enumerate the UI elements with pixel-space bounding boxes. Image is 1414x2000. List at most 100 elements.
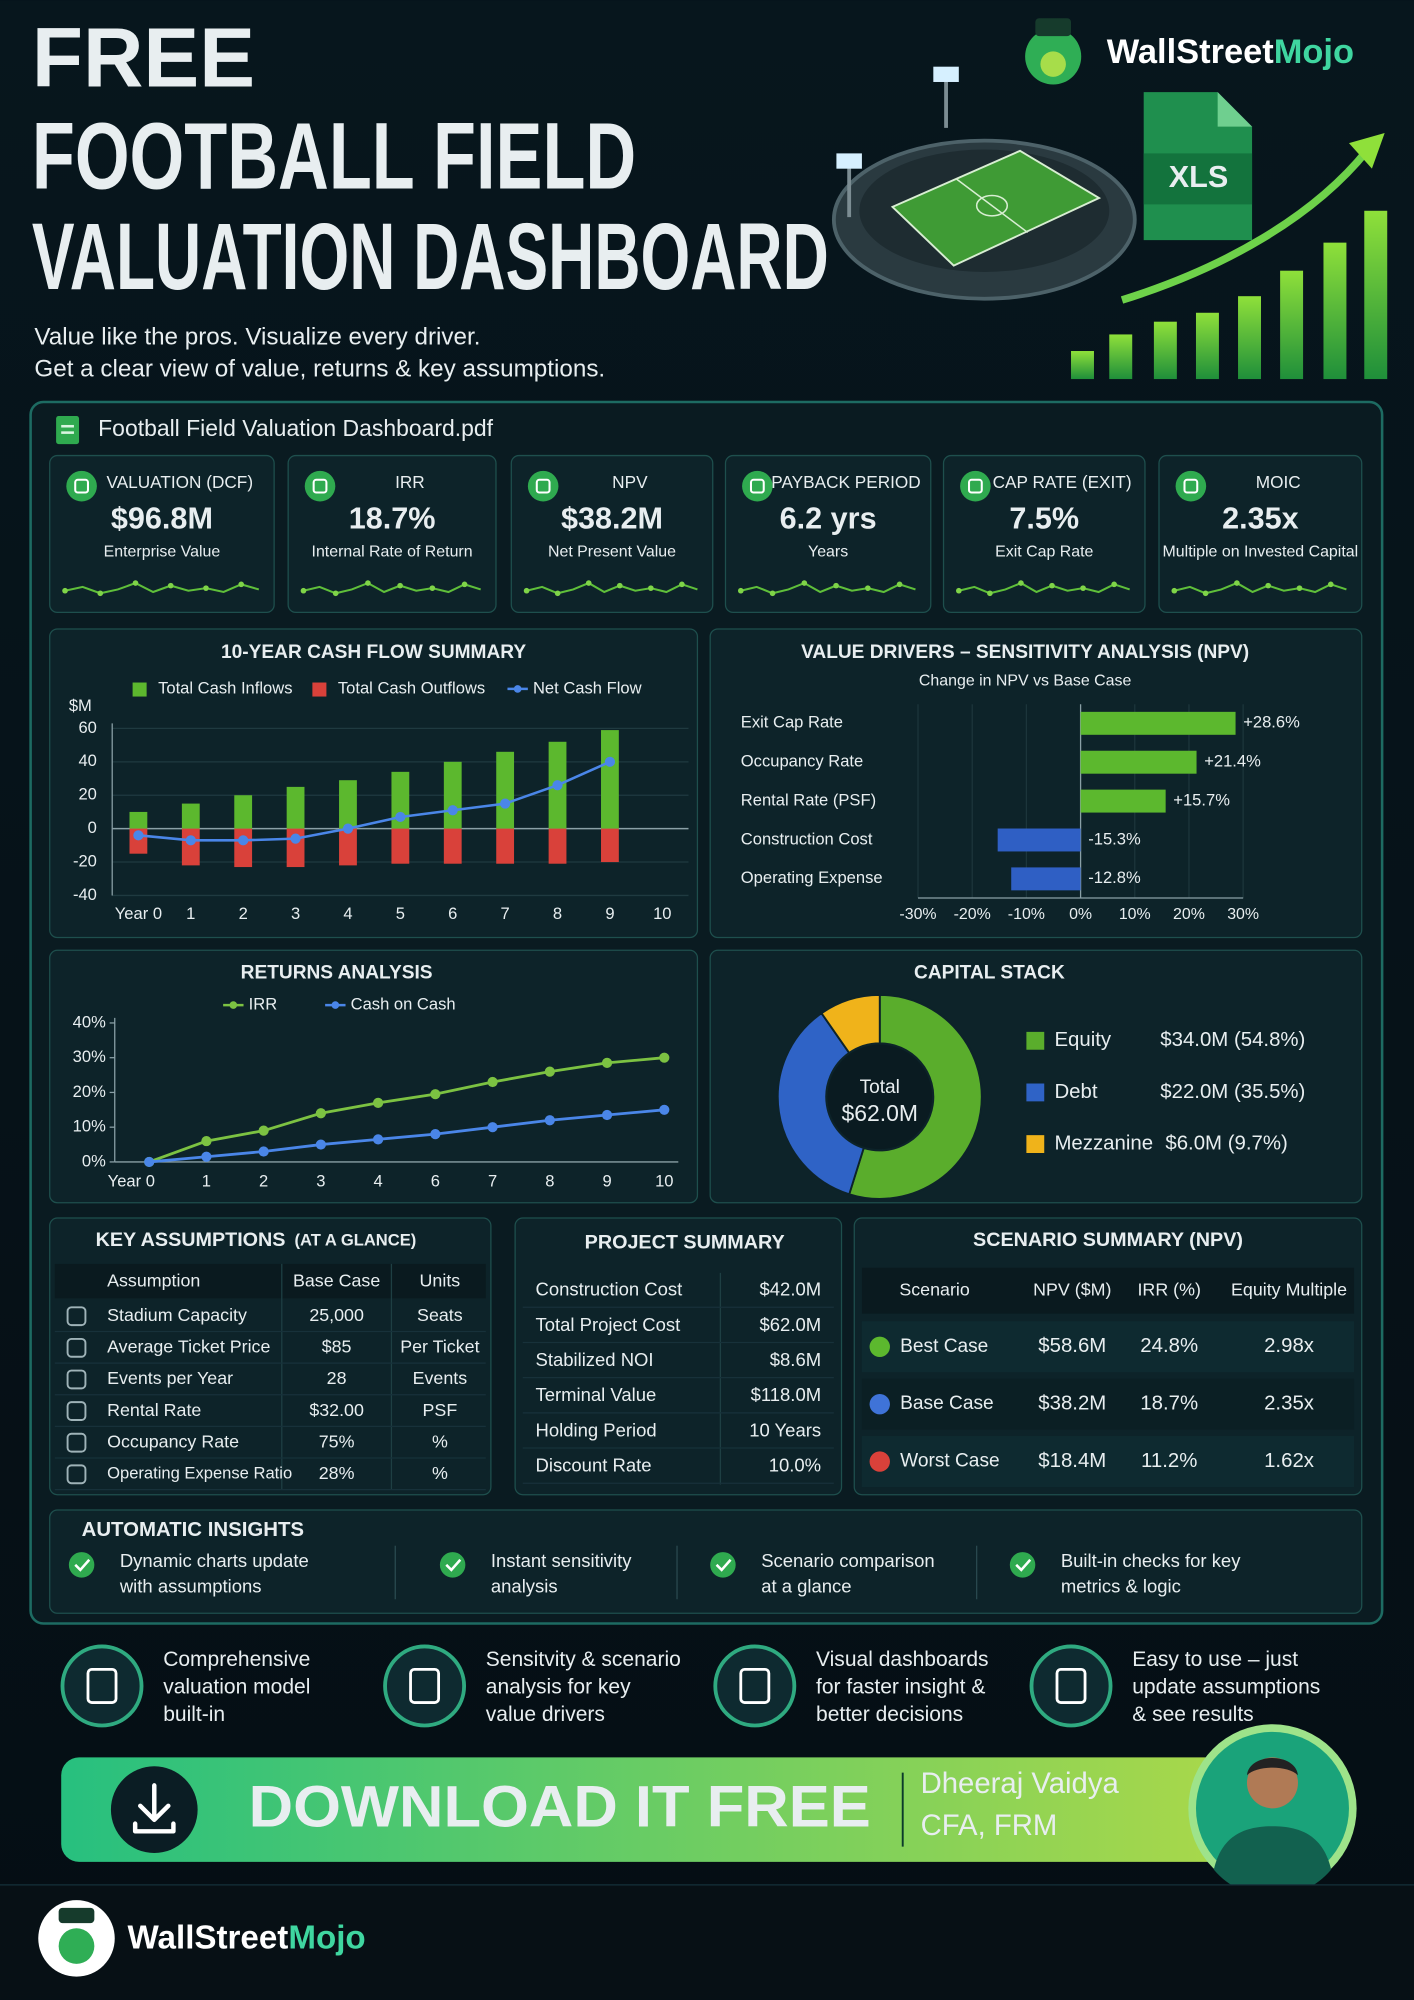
file-name: Football Field Valuation Dashboard.pdf <box>98 415 493 441</box>
point <box>601 1109 613 1121</box>
bar <box>1080 750 1197 774</box>
table-cell: $62.0M <box>760 1314 822 1335</box>
kpi-sparkline-dot <box>167 582 174 589</box>
insight-text: analysis <box>491 1576 558 1597</box>
point <box>144 1156 155 1168</box>
x-tick-label: 1 <box>202 1172 211 1191</box>
check-mark <box>1015 1558 1032 1572</box>
row-icon <box>66 1306 87 1327</box>
point <box>258 1125 269 1136</box>
kpi-value: 7.5% <box>1009 502 1079 536</box>
table-title: KEY ASSUMPTIONS <box>96 1229 286 1251</box>
kpi-sparkline-dot <box>554 590 561 597</box>
y-tick-label: -20 <box>73 851 97 870</box>
y-tick-label: 0% <box>82 1151 106 1170</box>
feature-text: update assumptions <box>1132 1675 1320 1698</box>
kpi-sparkline-dot <box>397 582 403 589</box>
download-button[interactable] <box>61 1757 1228 1862</box>
x-tick-label: 8 <box>545 1172 554 1191</box>
point <box>373 1134 384 1145</box>
table-header: Scenario <box>899 1279 970 1299</box>
legend-swatch <box>1026 1031 1045 1050</box>
kpi-sparkline-dot <box>97 590 104 597</box>
line <box>148 1056 665 1164</box>
brand-accent: Mojo <box>288 1919 365 1956</box>
table-cell: Worst Case <box>900 1451 999 1472</box>
table-cell: 10 Years <box>749 1419 821 1440</box>
data-label: $34.0M (54.8%) <box>1160 1029 1305 1051</box>
point <box>659 1104 670 1115</box>
feature-text: Visual dashboards <box>816 1648 989 1671</box>
kpi-label: NPV <box>612 472 648 492</box>
title-sub: VALUATION DASHBOARD <box>32 204 829 309</box>
x-tick-label: 2 <box>259 1172 268 1191</box>
data-label: $6.0M (9.7%) <box>1165 1132 1287 1154</box>
kpi-sparkline-dot <box>737 587 744 594</box>
table-cell: $18.4M <box>1038 1450 1106 1472</box>
kpi-sparkline-dot <box>1049 582 1055 589</box>
kpi-value: $96.8M <box>111 502 213 536</box>
download-label[interactable]: DOWNLOAD IT FREE <box>249 1774 871 1839</box>
kpi-label: CAP RATE (EXIT) <box>993 472 1132 492</box>
table-header: Assumption <box>107 1270 200 1290</box>
bar <box>601 828 619 863</box>
y-axis-label: $M <box>69 696 92 715</box>
kpi-sparkline-dot <box>616 582 623 589</box>
x-tick-label: 4 <box>374 1172 383 1191</box>
point <box>604 756 616 767</box>
insight-text: with assumptions <box>119 1576 262 1597</box>
x-tick-label: 9 <box>602 1172 611 1191</box>
kpi-icon <box>66 470 97 502</box>
legend-label: Debt <box>1054 1081 1097 1103</box>
table-cell: Stabilized NOI <box>536 1349 654 1370</box>
kpi-sparkline-dot <box>1265 582 1271 589</box>
kpi-icon <box>527 470 559 502</box>
kpi-sparkline-dot <box>648 585 654 591</box>
data-label: +21.4% <box>1204 752 1261 771</box>
insight-text: Scenario comparison <box>761 1550 935 1571</box>
table-cell: Terminal Value <box>536 1384 657 1405</box>
point <box>430 1129 441 1140</box>
point <box>487 1122 498 1133</box>
x-tick-label: 4 <box>343 904 352 923</box>
legend-swatch <box>312 682 327 697</box>
kpi-sparkline-dot <box>1202 590 1209 597</box>
kpi-value: 2.35x <box>1222 502 1299 536</box>
table-row <box>861 1378 1355 1430</box>
line <box>138 760 611 842</box>
table-cell: Total Project Cost <box>536 1314 681 1335</box>
row-icon <box>66 1432 87 1453</box>
point <box>395 811 406 823</box>
point <box>447 805 458 816</box>
legend-swatch-dot <box>331 1001 340 1009</box>
kpi-sparkline-dot <box>1234 580 1240 586</box>
kpi-label: MOIC <box>1256 472 1301 492</box>
kpi-sparkline-dot <box>769 590 776 597</box>
legend-swatch <box>132 682 147 697</box>
kpi-sparkline-dot <box>896 581 903 588</box>
point <box>201 1135 212 1147</box>
table-title: PROJECT SUMMARY <box>585 1232 785 1254</box>
table-header: Units <box>420 1270 461 1290</box>
bar <box>496 751 515 829</box>
bar <box>601 730 619 829</box>
bar <box>997 828 1081 852</box>
kpi-caption: Internal Rate of Return <box>312 544 473 561</box>
point <box>373 1097 384 1108</box>
point <box>544 1115 555 1126</box>
chart-subtitle: Change in NPV vs Base Case <box>919 672 1132 689</box>
table-cell: 75% <box>319 1431 355 1451</box>
check-mark <box>445 1558 462 1572</box>
x-tick-label: 10% <box>1119 906 1151 923</box>
table-header-band <box>861 1267 1355 1314</box>
table-cell: Discount Rate <box>536 1455 652 1476</box>
donut-center-value: $62.0M <box>842 1100 919 1126</box>
kpi-sparkline-dot <box>865 585 871 591</box>
kpi-sparkline-dot <box>1111 581 1117 588</box>
legend-label: Mezzanine <box>1054 1132 1153 1154</box>
table-cell: % <box>432 1463 448 1483</box>
table-cell: Average Ticket Price <box>107 1337 270 1357</box>
bar <box>443 828 462 864</box>
table-header: Base Case <box>293 1270 380 1290</box>
